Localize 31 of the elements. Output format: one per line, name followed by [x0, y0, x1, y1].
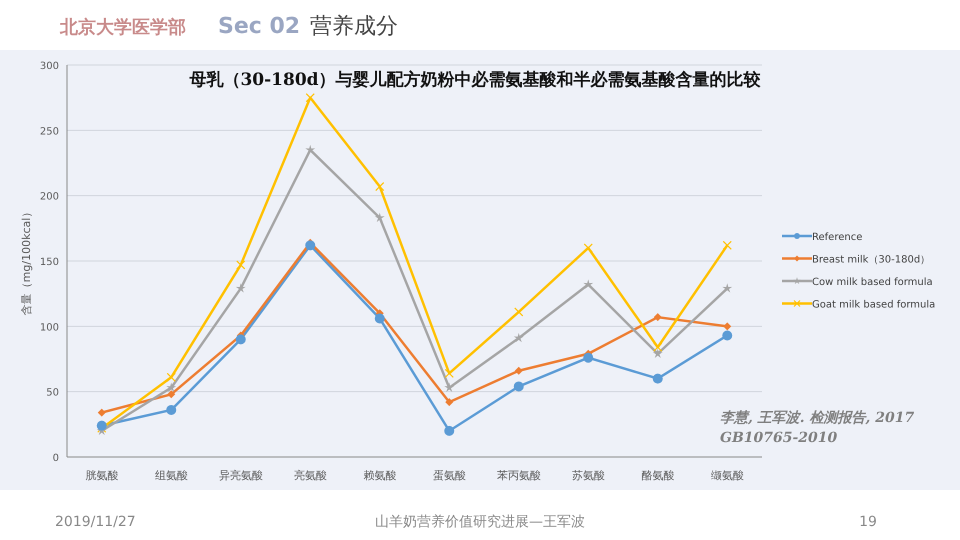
x-tick-label: 胱氨酸 — [85, 469, 118, 482]
text: 山羊奶营养价值研究进展—王军波 — [375, 514, 585, 530]
y-tick-label: 200 — [40, 192, 59, 203]
y-tick-label: 0 — [52, 453, 59, 464]
y-axis-title: 含量（mg/100kcal） — [20, 206, 33, 316]
x-tick-label: 亮氨酸 — [294, 469, 327, 482]
x-tick-label: 蛋氨酸 — [432, 469, 466, 482]
text: 北京大学医学部 — [59, 17, 186, 38]
y-tick-label: 250 — [40, 126, 59, 138]
legend-label: Cow milk based formula — [812, 277, 933, 288]
y-tick-label: 100 — [40, 322, 59, 334]
x-tick-label: 赖氨酸 — [363, 469, 396, 482]
x-tick-label: 苯丙氨酸 — [496, 469, 541, 482]
text: 营养成分 — [310, 14, 398, 39]
x-tick-label: 缬氨酸 — [710, 469, 744, 482]
y-tick-label: 50 — [46, 388, 59, 399]
x-tick-label: 异亮氨酸 — [218, 469, 263, 482]
legend-label: Reference — [812, 232, 862, 243]
x-tick-label: 苏氨酸 — [572, 469, 605, 482]
text: 19 — [859, 514, 877, 530]
x-tick-label: 组氨酸 — [154, 469, 188, 482]
y-tick-label: 150 — [40, 257, 59, 268]
legend-label: Breast milk（30-180d） — [812, 254, 930, 266]
legend-label: Goat milk based formula — [812, 300, 936, 310]
text: 2019/11/27 — [55, 514, 136, 530]
text: Sec 02 — [218, 14, 300, 39]
y-tick-label: 300 — [40, 61, 59, 72]
annotation: GB10765-2010 — [720, 430, 838, 446]
x-tick-label: 酪氨酸 — [641, 469, 674, 482]
chart-title: 母乳（30-180d）与婴儿配方奶粉中必需氨基酸和半必需氨基酸含量的比较 — [188, 70, 762, 90]
annotation: 李慧, 王军波. 检测报告, 2017 — [720, 410, 914, 426]
